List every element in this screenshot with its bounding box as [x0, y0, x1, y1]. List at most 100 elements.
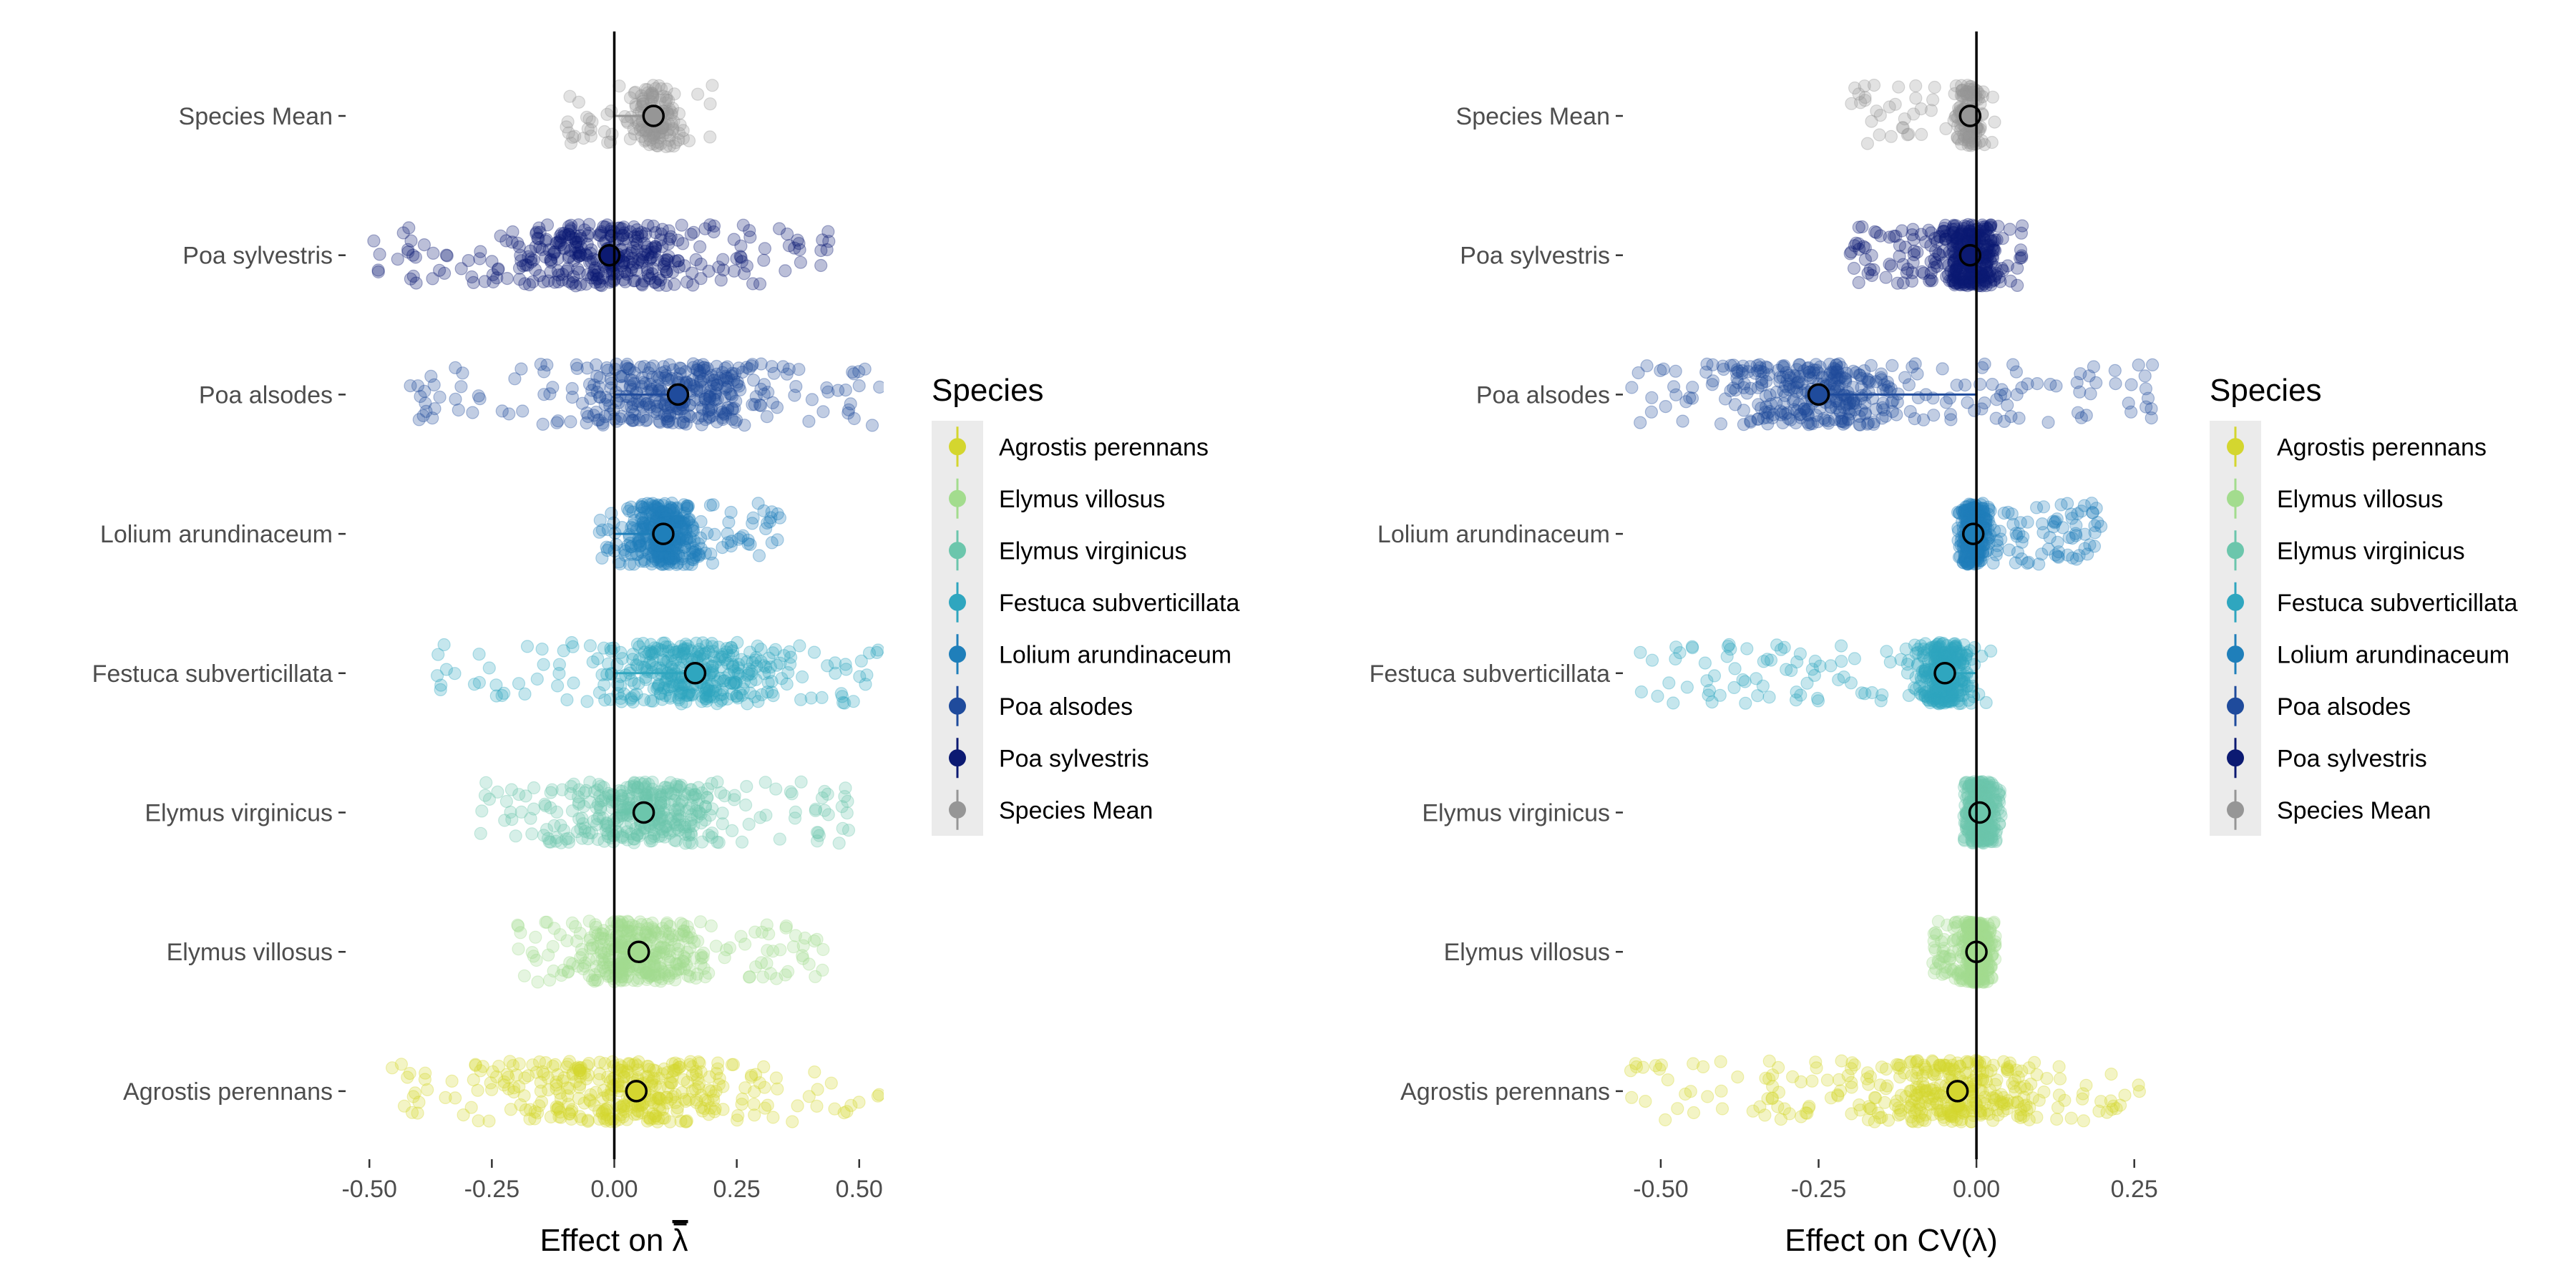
- point-festuca-subverticillata: [766, 688, 780, 703]
- point-lolium-arundinaceum: [672, 549, 686, 562]
- point-species-mean: [636, 97, 650, 111]
- point-poa-sylvestris: [580, 238, 594, 251]
- point-poa-sylvestris: [638, 237, 651, 250]
- point-elymus-virginicus: [673, 819, 687, 832]
- point-festuca-subverticillata: [656, 644, 670, 658]
- point-species-mean: [623, 132, 638, 146]
- point-festuca-subverticillata: [636, 636, 650, 650]
- point-poa-alsodes: [2030, 376, 2044, 391]
- point-festuca-subverticillata: [679, 695, 693, 709]
- point-lolium-arundinaceum: [643, 497, 657, 512]
- point-festuca-subverticillata: [1713, 688, 1727, 702]
- point-poa-sylvestris: [1852, 275, 1865, 289]
- point-festuca-subverticillata: [706, 663, 719, 678]
- point-poa-alsodes: [472, 389, 485, 403]
- point-elymus-virginicus: [640, 789, 654, 802]
- point-poa-sylvestris: [542, 243, 556, 257]
- point-elymus-villosus: [643, 933, 656, 947]
- point-poa-alsodes: [454, 380, 468, 394]
- point-species-mean: [582, 112, 596, 126]
- point-elymus-virginicus: [550, 834, 563, 848]
- point-elymus-virginicus: [537, 829, 551, 842]
- point-lolium-arundinaceum: [655, 557, 670, 572]
- point-poa-alsodes: [2109, 376, 2122, 391]
- point-festuca-subverticillata: [1762, 691, 1776, 704]
- point-elymus-virginicus: [628, 776, 641, 789]
- point-poa-alsodes: [590, 369, 604, 384]
- point-poa-alsodes: [633, 413, 646, 426]
- point-festuca-subverticillata: [472, 675, 487, 689]
- point-poa-sylvestris: [653, 273, 668, 287]
- point-lolium-arundinaceum: [645, 549, 658, 562]
- point-elymus-virginicus: [630, 828, 644, 841]
- point-festuca-subverticillata: [482, 661, 496, 675]
- point-species-mean: [1845, 97, 1858, 110]
- point-elymus-villosus: [762, 927, 776, 941]
- point-lolium-arundinaceum: [665, 502, 679, 515]
- point-lolium-arundinaceum: [643, 517, 657, 530]
- point-elymus-villosus: [663, 950, 677, 964]
- point-poa-alsodes: [770, 401, 784, 414]
- point-poa-sylvestris: [660, 265, 673, 279]
- point-elymus-villosus: [662, 930, 675, 944]
- point-poa-sylvestris: [652, 278, 665, 292]
- point-festuca-subverticillata: [721, 692, 734, 706]
- point-elymus-virginicus: [639, 780, 653, 794]
- point-lolium-arundinaceum: [688, 544, 703, 557]
- point-elymus-villosus: [645, 930, 658, 944]
- point-poa-alsodes: [655, 366, 669, 380]
- point-species-mean: [655, 128, 670, 142]
- point-poa-alsodes: [404, 379, 417, 393]
- point-lolium-arundinaceum: [632, 537, 645, 550]
- point-agrostis-perennans: [748, 1108, 761, 1122]
- point-poa-sylvestris: [568, 232, 582, 245]
- point-species-mean: [660, 82, 673, 96]
- point-poa-alsodes: [620, 357, 634, 371]
- x-tick-label: 0.00: [590, 1176, 638, 1203]
- point-poa-sylvestris: [517, 259, 530, 273]
- mean-point-agrostis-perennans: [625, 1080, 648, 1103]
- point-lolium-arundinaceum: [721, 536, 735, 550]
- point-elymus-virginicus: [669, 779, 683, 794]
- point-festuca-subverticillata: [726, 660, 739, 674]
- point-poa-alsodes: [2073, 385, 2087, 399]
- point-festuca-subverticillata: [660, 655, 673, 669]
- point-lolium-arundinaceum: [648, 501, 662, 514]
- point-festuca-subverticillata: [560, 693, 574, 707]
- point-elymus-villosus: [668, 966, 683, 980]
- point-elymus-virginicus: [670, 813, 685, 826]
- point-lolium-arundinaceum: [680, 514, 694, 527]
- point-agrostis-perennans: [523, 1112, 537, 1126]
- point-elymus-villosus: [668, 937, 681, 952]
- point-poa-alsodes: [698, 413, 713, 426]
- point-lolium-arundinaceum: [664, 552, 678, 566]
- point-elymus-villosus: [593, 964, 608, 978]
- point-elymus-villosus: [666, 929, 680, 942]
- point-festuca-subverticillata: [637, 693, 651, 707]
- point-poa-alsodes: [570, 361, 584, 376]
- point-poa-sylvestris: [579, 248, 592, 261]
- point-poa-sylvestris: [635, 226, 648, 240]
- point-agrostis-perennans: [702, 1108, 716, 1121]
- point-festuca-subverticillata: [682, 685, 696, 699]
- point-lolium-arundinaceum: [722, 515, 736, 529]
- point-elymus-virginicus: [692, 793, 706, 806]
- point-festuca-subverticillata: [795, 670, 809, 684]
- point-lolium-arundinaceum: [706, 498, 720, 512]
- point-poa-alsodes: [657, 397, 670, 411]
- point-festuca-subverticillata: [1698, 656, 1712, 670]
- point-species-mean: [629, 100, 643, 114]
- point-poa-sylvestris: [654, 227, 668, 241]
- point-elymus-virginicus: [716, 806, 729, 820]
- point-elymus-virginicus: [655, 829, 668, 843]
- point-species-mean: [638, 135, 652, 148]
- point-poa-alsodes: [676, 415, 690, 429]
- point-lolium-arundinaceum: [2015, 535, 2029, 549]
- point-lolium-arundinaceum: [640, 501, 655, 514]
- point-agrostis-perennans: [769, 1071, 784, 1085]
- point-festuca-subverticillata: [755, 688, 769, 702]
- point-lolium-arundinaceum: [686, 524, 699, 537]
- point-poa-alsodes: [846, 365, 859, 379]
- point-elymus-villosus: [658, 942, 673, 956]
- point-elymus-virginicus: [682, 829, 696, 842]
